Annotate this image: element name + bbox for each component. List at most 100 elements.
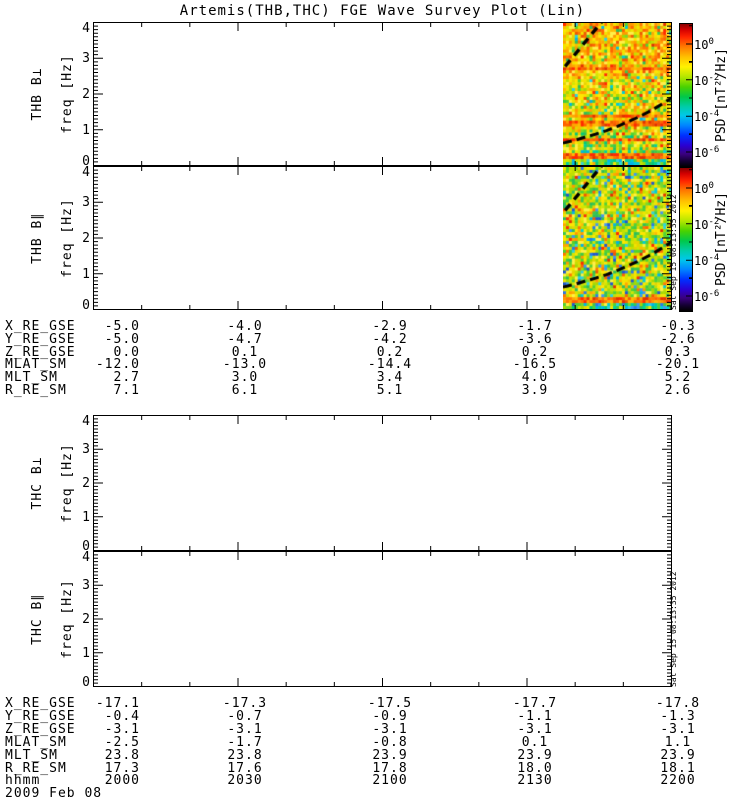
colorbar-title: PSD [nT²/Hz] [714, 191, 729, 286]
ephemeris-row-label: X_RE_GSE [5, 319, 76, 334]
y-tick-label: 2 [82, 230, 90, 246]
ephemeris-value: -4.7 [227, 331, 263, 347]
ephemeris-value: 0.2 [521, 344, 549, 360]
ephemeris-value: 2200 [660, 773, 696, 789]
ephemeris-value: 1.1 [664, 734, 692, 750]
colorbar-ticks [686, 25, 692, 153]
y-tick-label: 3 [82, 194, 90, 210]
plot-title: Artemis(THB,THC) FGE Wave Survey Plot (L… [179, 3, 586, 19]
ephemeris-row-label: MLAT_SM [5, 357, 67, 373]
ephemeris-value: -3.1 [104, 721, 140, 737]
ephemeris-row-label: Z_RE_GSE [5, 344, 76, 360]
ephemeris-value: 0.2 [376, 344, 404, 360]
ephemeris-value: 18.1 [660, 760, 696, 776]
ephemeris-row-label: hhmm [5, 773, 41, 789]
y-tick-label: 4 [82, 413, 90, 429]
ephemeris-row-label: MLT_SM [5, 747, 58, 763]
ephemeris-value: 23.8 [227, 747, 263, 763]
y-tick-label: 1 [82, 122, 90, 138]
ephemeris-row-label: Y_RE_GSE [5, 708, 76, 724]
ephemeris-row-label: MLT_SM [5, 370, 58, 386]
ephemeris-value: -2.6 [660, 331, 696, 347]
ephemeris-value: 3.9 [521, 383, 549, 398]
y-tick-label: 0 [82, 153, 90, 169]
timestamp-label: Sat Sep 15 08:13:35 2012 [669, 571, 678, 687]
ephemeris-value: -1.3 [660, 708, 696, 724]
y-tick-label: 4 [82, 164, 90, 180]
y-tick-label: 3 [82, 50, 90, 66]
spectrogram-panel-thb-bpar [93, 166, 672, 310]
colorbar-tick-label: 10-4 [694, 253, 720, 269]
ephemeris-value: -3.1 [372, 721, 408, 737]
ephemeris-value: 2.6 [664, 383, 692, 398]
ephemeris-value: -4.2 [372, 331, 408, 347]
panel-axes [93, 22, 672, 166]
ephemeris-value: 2100 [372, 773, 408, 789]
ephemeris-row-label: R_RE_SM [5, 383, 67, 398]
colorbar-tick-label: 10-6 [694, 288, 720, 304]
ephemeris-value: 23.9 [372, 747, 408, 763]
ephemeris-value: -17.1 [95, 696, 140, 711]
y-tick-label: 0 [82, 538, 90, 554]
ephemeris-value: 0.1 [521, 734, 549, 750]
ephemeris-value: 17.3 [104, 760, 140, 776]
ephemeris-value: 7.1 [113, 383, 140, 398]
ephemeris-value: 2030 [227, 773, 263, 789]
ephemeris-value: -20.1 [655, 357, 701, 373]
ephemeris-row-label: R_RE_SM [5, 760, 67, 776]
ephemeris-value: -17.5 [367, 696, 413, 711]
colorbar-tick-label: 10-4 [694, 109, 720, 125]
y-tick-label: 2 [82, 611, 90, 627]
ephemeris-value: -3.6 [517, 331, 553, 347]
ephemeris-value: -2.5 [104, 734, 140, 750]
colorbar [679, 23, 693, 168]
y-tick-label: 3 [82, 577, 90, 593]
ephemeris-value: 6.1 [231, 383, 259, 398]
ephemeris-value: 0.0 [113, 344, 140, 360]
panel-name-label: THC B∥ [30, 593, 45, 645]
y-tick-label: 2 [82, 475, 90, 491]
y-tick-label: 4 [82, 549, 90, 565]
ephemeris-value: -14.4 [367, 357, 413, 373]
panel-name-label: THB B∥ [30, 212, 45, 264]
ephemeris-row-label: X_RE_GSE [5, 696, 76, 711]
y-tick-label: 3 [82, 441, 90, 457]
ephemeris-value: 2130 [517, 773, 553, 789]
y-tick-label: 0 [82, 674, 90, 690]
spectrogram-panel-thc-bpar [93, 551, 672, 687]
ephemeris-value: 17.8 [372, 760, 408, 776]
ephemeris-value: -3.1 [517, 721, 553, 737]
colorbar [679, 167, 693, 312]
ephemeris-value: 3.0 [231, 370, 259, 386]
ephemeris-value: 5.2 [664, 370, 692, 386]
ephemeris-value: -4.0 [227, 319, 263, 334]
ephemeris-row-label: Z_RE_GSE [5, 721, 76, 737]
ephemeris-value: -0.9 [372, 708, 408, 724]
ephemeris-value: -17.3 [222, 696, 268, 711]
ephemeris-value: 0.1 [231, 344, 259, 360]
ephemeris-value: 5.1 [376, 383, 404, 398]
spectrogram-panel-thb-bperp [93, 22, 672, 166]
panel-axes [93, 551, 672, 687]
date-label: 2009 Feb 08 [5, 786, 103, 800]
spectrogram-canvas [563, 167, 672, 309]
timestamp-label: Sat Sep 15 08:13:35 2012 [669, 194, 678, 310]
colorbar-ticks [686, 169, 692, 297]
ephemeris-value: 2.7 [113, 370, 140, 386]
ephemeris-value: -17.8 [655, 696, 701, 711]
ephemeris-value: -1.7 [517, 319, 553, 334]
colorbar-tick-label: 10-2 [694, 216, 720, 232]
ephemeris-value: 0.3 [664, 344, 692, 360]
spectrogram-panel-thc-bperp [93, 415, 672, 551]
ephemeris-value: -0.3 [660, 319, 696, 334]
ephemeris-value: -0.7 [227, 708, 263, 724]
ephemeris-value: 23.9 [660, 747, 696, 763]
ephemeris-value: 18.0 [517, 760, 553, 776]
colorbar-tick-label: 100 [694, 181, 714, 197]
y-tick-label: 0 [82, 297, 90, 313]
y-tick-label: 1 [82, 509, 90, 525]
ephemeris-value: 3.4 [376, 370, 404, 386]
ephemeris-value: -1.7 [227, 734, 263, 750]
ephemeris-value: -17.7 [512, 696, 558, 711]
